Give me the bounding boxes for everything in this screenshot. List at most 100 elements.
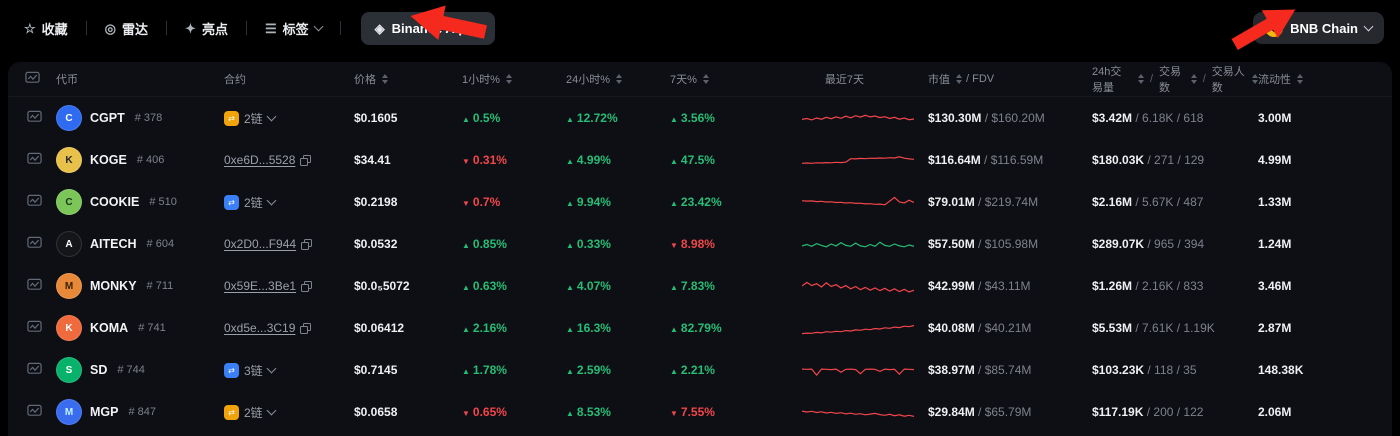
sparkline-chart (802, 241, 914, 248)
chevron-down-icon (266, 195, 277, 206)
table-row[interactable]: C COOKIE # 510 ⇄ 2链 $0.2198 ▼ 0.7% ▲ 9.94% ▲ 23.42%… (8, 181, 1392, 223)
volume-cell: $5.53M / 7.61K / 1.19K (1092, 321, 1258, 335)
liquidity-value: 2.87M (1258, 321, 1292, 335)
percent-change: ▲ 7.83% (670, 279, 715, 293)
toolbar-item-radar[interactable]: ◎ 雷达 (97, 13, 156, 44)
token-cell[interactable]: C CGPT # 378 (56, 105, 224, 131)
chain-count-dropdown[interactable]: ⇄ 2链 (224, 110, 277, 127)
copy-icon[interactable] (301, 238, 313, 250)
table-row[interactable]: M MGP # 847 ⇄ 2链 $0.0658 ▼ 0.65% ▲ 8.53% ▼ 7.55% $29… (8, 391, 1392, 433)
token-cell[interactable]: K KOMA # 741 (56, 315, 224, 341)
chain-count-dropdown[interactable]: ⇄ 2链 (224, 404, 277, 421)
contract-address-link[interactable]: 0x59E...3Be1 (224, 279, 297, 293)
toolbar-item-highlights[interactable]: ✦ 亮点 (177, 13, 236, 44)
copy-icon[interactable] (300, 322, 312, 334)
table-row[interactable]: A AITECH # 604 0x2D0...F944 $0.0532 ▲ 0.85% ▲ 0.… (8, 223, 1392, 265)
chain-count-dropdown[interactable]: ⇄ 2链 (224, 194, 277, 211)
triangle-up-icon: ▲ (670, 367, 678, 376)
triangle-up-icon: ▲ (566, 409, 574, 418)
header-liquidity[interactable]: 流动性 (1258, 71, 1392, 87)
contract-cell: ⇄ 2链 (224, 194, 354, 211)
sparkline-chart (802, 196, 914, 206)
sort-icon[interactable] (956, 74, 962, 84)
token-cell[interactable]: S SD # 744 (56, 357, 224, 383)
kline-preview-button[interactable] (26, 319, 42, 337)
percent-change: ▲ 82.79% (670, 321, 722, 335)
header-7d[interactable]: 7天% (670, 71, 786, 87)
top-toolbar: ☆ 收藏 ◎ 雷达 ✦ 亮点 ☰ 标签 ◈ Binance Alpha ◆ BN… (0, 0, 1400, 56)
toolbar-item-favorites[interactable]: ☆ 收藏 (16, 13, 76, 44)
contract-address-link[interactable]: 0x2D0...F944 (224, 237, 297, 251)
toolbar-item-tags[interactable]: ☰ 标签 (257, 13, 330, 44)
txns-traders-value: / 5.67K / 487 (1132, 195, 1204, 209)
token-cell[interactable]: A AITECH # 604 (56, 231, 224, 257)
header-24h[interactable]: 24小时% (566, 71, 670, 87)
fdv-value: / $40.21M (974, 321, 1032, 335)
contract-address-link[interactable]: 0xd5e...3C19 (224, 321, 296, 335)
kline-preview-button[interactable] (26, 361, 42, 379)
percent-change: ▲ 1.78% (462, 363, 507, 377)
kline-preview-button[interactable] (26, 109, 42, 127)
copy-icon[interactable] (300, 154, 312, 166)
token-cell[interactable]: M MONKY # 711 (56, 273, 224, 299)
token-cell[interactable]: K KOGE # 406 (56, 147, 224, 173)
chain-count-dropdown[interactable]: ⇄ 3链 (224, 362, 277, 379)
contract-address-link[interactable]: 0xe6D...5528 (224, 153, 296, 167)
sparkline-cell (786, 315, 928, 341)
liquidity-value: 1.24M (1258, 237, 1292, 251)
sort-icon[interactable] (702, 74, 709, 84)
percent-change: ▲ 4.99% (566, 153, 611, 167)
kline-cell (8, 403, 56, 421)
kline-preview-button[interactable] (26, 403, 42, 421)
multichain-icon: ⇄ (224, 362, 239, 378)
table-row[interactable]: S SD # 744 ⇄ 3链 $0.7145 ▲ 1.78% ▲ 2.59% ▲ 2.21% $38.… (8, 349, 1392, 391)
star-icon: ☆ (24, 20, 36, 36)
copy-icon[interactable] (301, 280, 313, 292)
kline-preview-button[interactable] (26, 151, 42, 169)
sort-icon[interactable] (382, 74, 388, 84)
sparkline-chart (802, 281, 914, 293)
change-24h-cell: ▲ 4.99% (566, 153, 670, 167)
token-symbol: KOMA (90, 321, 129, 335)
price-cell: $0.7145 (354, 363, 462, 377)
header-price[interactable]: 价格 (354, 71, 462, 87)
sparkline-chart (802, 324, 914, 335)
sort-icon[interactable] (616, 74, 623, 84)
kline-preview-button[interactable] (26, 235, 42, 253)
sort-icon[interactable] (1297, 74, 1303, 84)
price-value: $0.2198 (354, 195, 398, 209)
triangle-up-icon: ▲ (462, 115, 470, 124)
token-symbol: MGP (90, 405, 119, 419)
triangle-up-icon: ▲ (566, 241, 574, 250)
table-row[interactable]: K KOMA # 741 0xd5e...3C19 $0.06412 ▲ 2.16% ▲ 16.… (8, 307, 1392, 349)
percent-change: ▲ 47.5% (670, 153, 715, 167)
percent-value: 16.3% (576, 321, 611, 335)
percent-value: 2.59% (576, 363, 611, 377)
divider (85, 21, 87, 35)
token-logo: M (56, 399, 82, 425)
kline-preview-button[interactable] (26, 193, 42, 211)
sort-icon[interactable] (1252, 74, 1258, 84)
header-1h[interactable]: 1小时% (462, 71, 566, 87)
percent-change: ▲ 3.56% (670, 111, 715, 125)
liquidity-value: 3.00M (1258, 111, 1292, 125)
volume-value: $289.07K (1092, 237, 1145, 251)
sort-icon[interactable] (1137, 74, 1144, 84)
header-mcap-fdv[interactable]: 市值 / FDV (928, 73, 995, 86)
triangle-down-icon: ▼ (670, 241, 678, 250)
table-row[interactable]: C CGPT # 378 ⇄ 2链 $0.1605 ▲ 0.5% ▲ 12.72% ▲ 3.56% $1… (8, 97, 1392, 139)
token-symbol: AITECH (90, 237, 137, 251)
header-volume[interactable]: 24h交易量 / 交易数 / 交易人数 (1092, 63, 1258, 95)
mcap-value: $79.01M (928, 195, 975, 209)
change-7d-cell: ▲ 2.21% (670, 363, 786, 377)
sparkline-chart (802, 114, 914, 121)
sort-icon[interactable] (1190, 74, 1197, 84)
kline-preview-button[interactable] (26, 277, 42, 295)
triangle-down-icon: ▼ (670, 409, 678, 418)
token-cell[interactable]: M MGP # 847 (56, 399, 224, 425)
table-row[interactable]: M MONKY # 711 0x59E...3Be1 $0.0₅5072 ▲ 0.63% ▲ 4… (8, 265, 1392, 307)
sort-icon[interactable] (505, 74, 512, 84)
table-row[interactable]: K KOGE # 406 0xe6D...5528 $34.41 ▼ 0.31% ▲ 4.99%… (8, 139, 1392, 181)
token-cell[interactable]: C COOKIE # 510 (56, 189, 224, 215)
mcap-value: $29.84M (928, 405, 975, 419)
